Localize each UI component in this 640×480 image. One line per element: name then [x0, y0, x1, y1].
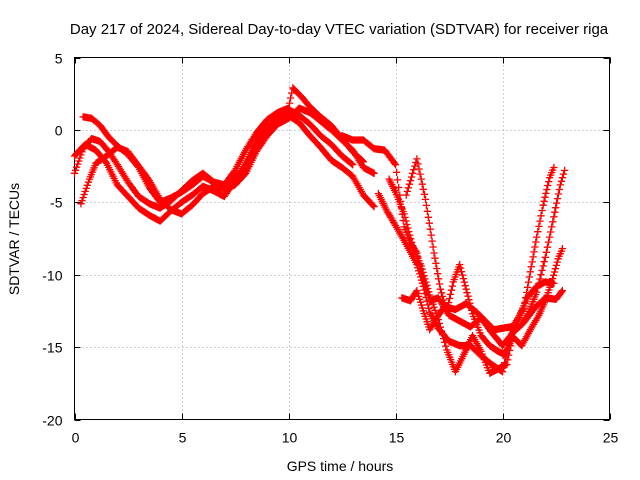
- series-2: [77, 105, 357, 218]
- x-tick-label: 10: [282, 430, 298, 446]
- y-axis-label: SDTVAR / TECUs: [6, 183, 22, 295]
- x-tick-label: 0: [72, 430, 80, 446]
- series-9: [402, 155, 567, 358]
- grid: [74, 57, 610, 420]
- series-4: [70, 84, 368, 212]
- x-tick-label: 20: [496, 430, 512, 446]
- y-tick-label: -10: [42, 268, 62, 284]
- x-tick-label: 5: [179, 430, 187, 446]
- data-point-markers: [385, 163, 558, 377]
- x-axis-label: GPS time / hours: [287, 458, 394, 474]
- data-point-markers: [338, 132, 567, 350]
- x-tick-label: 25: [603, 430, 619, 446]
- y-tick-label: -15: [42, 340, 62, 356]
- series-5: [338, 132, 567, 350]
- y-tick-label: 5: [55, 51, 63, 67]
- axis-ticks: 0 5 10 15 20 25 5 0 -5 -10 -15 -20: [42, 51, 618, 446]
- y-tick-label: -5: [50, 195, 63, 211]
- series-7: [385, 163, 558, 377]
- data-point-markers: [77, 105, 357, 218]
- data-points: [70, 84, 569, 377]
- y-tick-label: -20: [42, 413, 62, 429]
- data-point-markers: [70, 84, 368, 212]
- data-point-markers: [402, 155, 567, 358]
- plot-frame: [74, 57, 610, 420]
- chart-title: Day 217 of 2024, Sidereal Day-to-day VTE…: [70, 21, 609, 38]
- y-tick-label: 0: [55, 123, 63, 139]
- x-tick-label: 15: [389, 430, 405, 446]
